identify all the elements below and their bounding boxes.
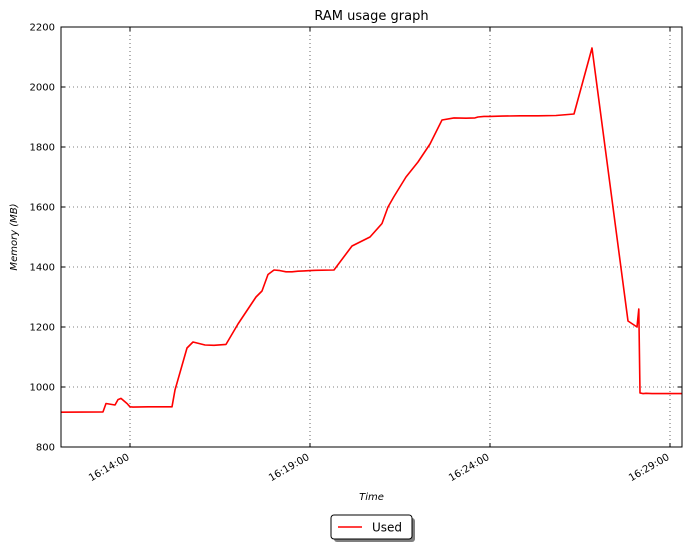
y-tick-label: 1400 bbox=[30, 263, 55, 274]
y-tick-label: 2000 bbox=[30, 83, 55, 94]
y-tick-label: 1800 bbox=[30, 143, 55, 154]
x-tick-label: 16:19:00 bbox=[267, 452, 311, 484]
y-tick-label: 2200 bbox=[30, 23, 55, 34]
y-tick-label: 1000 bbox=[30, 383, 55, 394]
axis-ticks: 800 1000 1200 1400 1600 1800 2000 2200 16:14:00 1… bbox=[30, 23, 682, 484]
series-line-used bbox=[60, 47, 682, 413]
x-tick-label: 16:24:00 bbox=[447, 452, 491, 484]
x-tick-label: 16:14:00 bbox=[87, 452, 131, 484]
legend-box bbox=[330, 514, 413, 540]
grid-lines bbox=[61, 27, 682, 447]
plot-area-frame bbox=[60, 26, 683, 448]
x-tick-label: 16:29:00 bbox=[627, 452, 671, 484]
y-axis-label: Memory (MB) bbox=[9, 203, 20, 270]
y-tick-label: 1200 bbox=[30, 323, 55, 334]
y-tick-label: 1600 bbox=[30, 203, 55, 214]
series-layer bbox=[60, 47, 682, 413]
chart-title: RAM usage graph bbox=[314, 9, 428, 24]
legend[interactable]: Used bbox=[330, 514, 415, 542]
y-tick-label: 800 bbox=[36, 443, 55, 454]
legend-label-used: Used bbox=[372, 521, 402, 535]
x-axis-label: Time bbox=[359, 492, 384, 503]
